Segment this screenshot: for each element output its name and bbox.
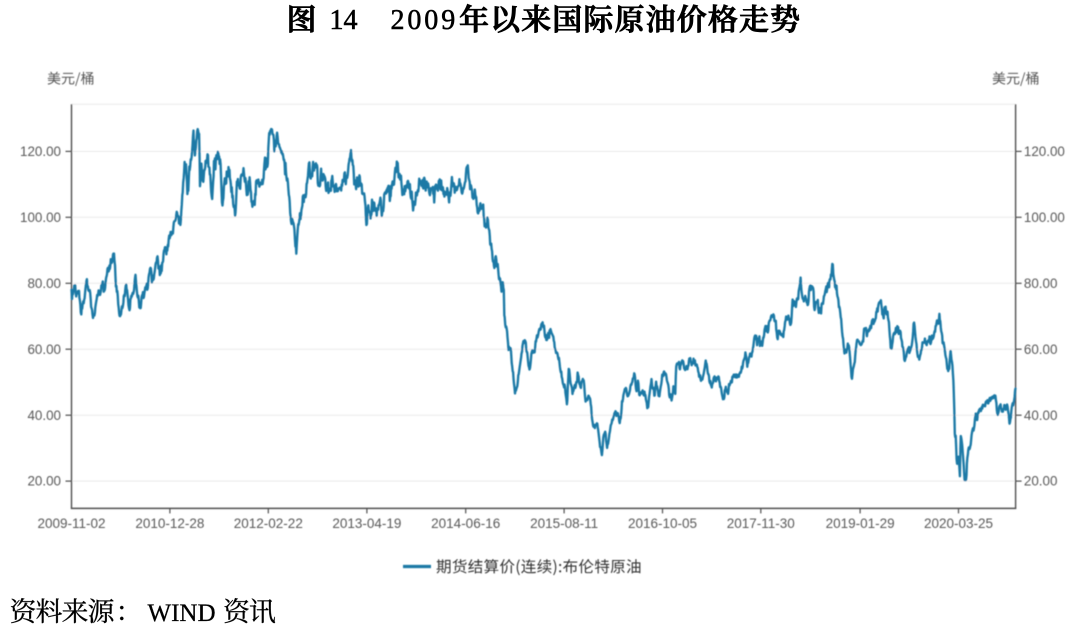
svg-text:60.00: 60.00 xyxy=(27,342,61,357)
svg-text:40.00: 40.00 xyxy=(1024,408,1058,423)
svg-text:WIND: WIND xyxy=(148,600,216,627)
svg-text:20.00: 20.00 xyxy=(27,474,61,489)
svg-text:2019-01-29: 2019-01-29 xyxy=(826,516,895,531)
svg-text:60.00: 60.00 xyxy=(1024,342,1058,357)
svg-text:2015-08-11: 2015-08-11 xyxy=(530,516,598,531)
svg-text:14: 14 xyxy=(330,5,358,36)
svg-text:20.00: 20.00 xyxy=(1024,474,1058,489)
svg-text:80.00: 80.00 xyxy=(27,276,61,291)
svg-text:2020-03-25: 2020-03-25 xyxy=(924,516,993,531)
svg-text:2009: 2009 xyxy=(391,5,459,36)
svg-text:80.00: 80.00 xyxy=(1024,276,1058,291)
svg-text:2014-06-16: 2014-06-16 xyxy=(431,516,500,531)
svg-text:2016-10-05: 2016-10-05 xyxy=(628,516,697,531)
svg-text:120.00: 120.00 xyxy=(1024,144,1065,159)
svg-text:40.00: 40.00 xyxy=(27,408,61,423)
svg-text:2010-12-28: 2010-12-28 xyxy=(135,516,204,531)
svg-text:2013-04-19: 2013-04-19 xyxy=(332,516,401,531)
svg-text:2009-11-02: 2009-11-02 xyxy=(37,516,105,531)
svg-text:120.00: 120.00 xyxy=(20,144,61,159)
svg-text:2017-11-30: 2017-11-30 xyxy=(727,516,795,531)
svg-text:2012-02-22: 2012-02-22 xyxy=(234,516,303,531)
svg-text:100.00: 100.00 xyxy=(1024,210,1065,225)
svg-text:100.00: 100.00 xyxy=(20,210,61,225)
